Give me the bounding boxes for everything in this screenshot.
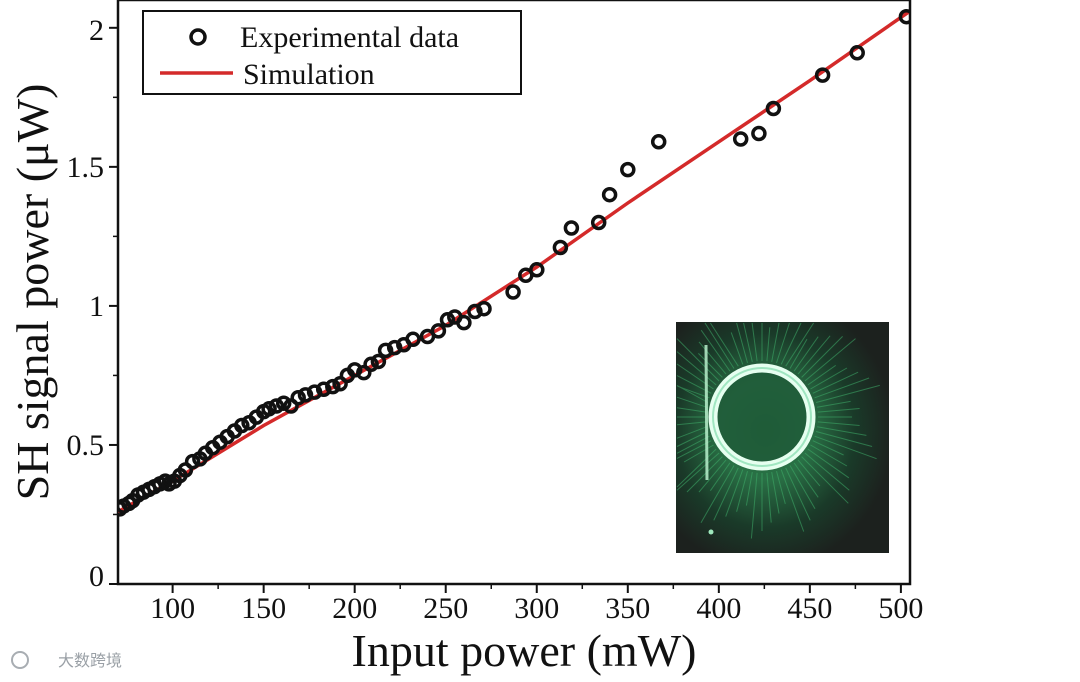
data-point-experimental	[505, 284, 521, 300]
data-point-experimental	[306, 384, 323, 400]
data-point-experimental	[346, 362, 363, 378]
data-point-experimental	[849, 45, 865, 61]
data-point-experimental	[601, 186, 618, 203]
x-tick-label: 350	[605, 592, 650, 625]
x-tick-label: 250	[423, 592, 468, 625]
data-point-experimental	[363, 356, 379, 373]
legend: Experimental data Simulation	[142, 10, 522, 95]
series-points-experimental	[118, 8, 910, 517]
data-point-experimental	[377, 342, 394, 359]
data-point-experimental	[261, 401, 277, 417]
x-tick-label: 500	[878, 592, 923, 625]
data-point-experimental	[751, 125, 767, 142]
data-point-experimental	[467, 303, 483, 320]
data-point-experimental	[325, 378, 341, 395]
data-point-experimental	[814, 67, 831, 83]
y-tick-label: 0.5	[67, 429, 105, 462]
x-tick-label: 450	[787, 592, 832, 625]
y-axis-ticks: 0 0.5 1 1.5 2	[67, 14, 118, 593]
x-tick-label: 300	[514, 592, 559, 625]
x-axis-title: Input power (mW)	[352, 625, 697, 676]
legend-marker-experimental	[189, 28, 207, 46]
watermark-logo-icon	[11, 651, 29, 669]
data-point-experimental	[430, 323, 447, 339]
data-point-experimental	[315, 381, 332, 398]
legend-label-experimental: Experimental data	[240, 21, 459, 54]
y-tick-label: 1	[89, 290, 104, 323]
data-point-experimental	[184, 453, 201, 470]
x-tick-label: 100	[150, 592, 195, 625]
data-point-experimental	[552, 239, 569, 256]
data-point-experimental	[234, 417, 250, 434]
legend-label-simulation: Simulation	[243, 58, 375, 91]
data-point-experimental	[268, 398, 285, 414]
data-point-experimental	[275, 395, 292, 411]
y-axis-title: SH signal power (μW)	[7, 84, 58, 501]
data-point-experimental	[590, 214, 607, 231]
x-tick-label: 200	[332, 592, 377, 625]
data-point-experimental	[563, 220, 580, 236]
data-point-experimental	[476, 300, 492, 317]
data-point-experimental	[732, 131, 749, 147]
y-tick-label: 2	[89, 14, 104, 47]
data-point-experimental	[650, 134, 667, 150]
data-point-experimental	[290, 389, 306, 406]
x-tick-label: 400	[696, 592, 741, 625]
data-point-experimental	[898, 8, 910, 25]
data-point-experimental	[370, 353, 387, 370]
inset-photo	[676, 322, 889, 553]
data-point-experimental	[765, 100, 782, 117]
legend-box	[142, 10, 522, 95]
x-axis-ticks: 100 150 200 250 300 350 400 450 500	[150, 584, 923, 625]
watermark-text: 大数跨境	[58, 651, 122, 670]
y-tick-label: 0	[89, 560, 104, 593]
data-point-experimental	[405, 331, 421, 348]
data-point-experimental	[456, 314, 472, 331]
watermark: 大数跨境	[11, 651, 122, 670]
data-point-experimental	[620, 161, 636, 178]
series-line-simulation	[118, 9, 910, 514]
x-tick-label: 150	[241, 592, 286, 625]
data-point-experimental	[529, 262, 545, 278]
data-point-experimental	[439, 312, 456, 328]
plot-frame	[116, 0, 912, 586]
y-tick-label: 1.5	[67, 151, 105, 184]
data-point-experimental	[386, 339, 403, 356]
data-point-experimental	[297, 387, 314, 403]
